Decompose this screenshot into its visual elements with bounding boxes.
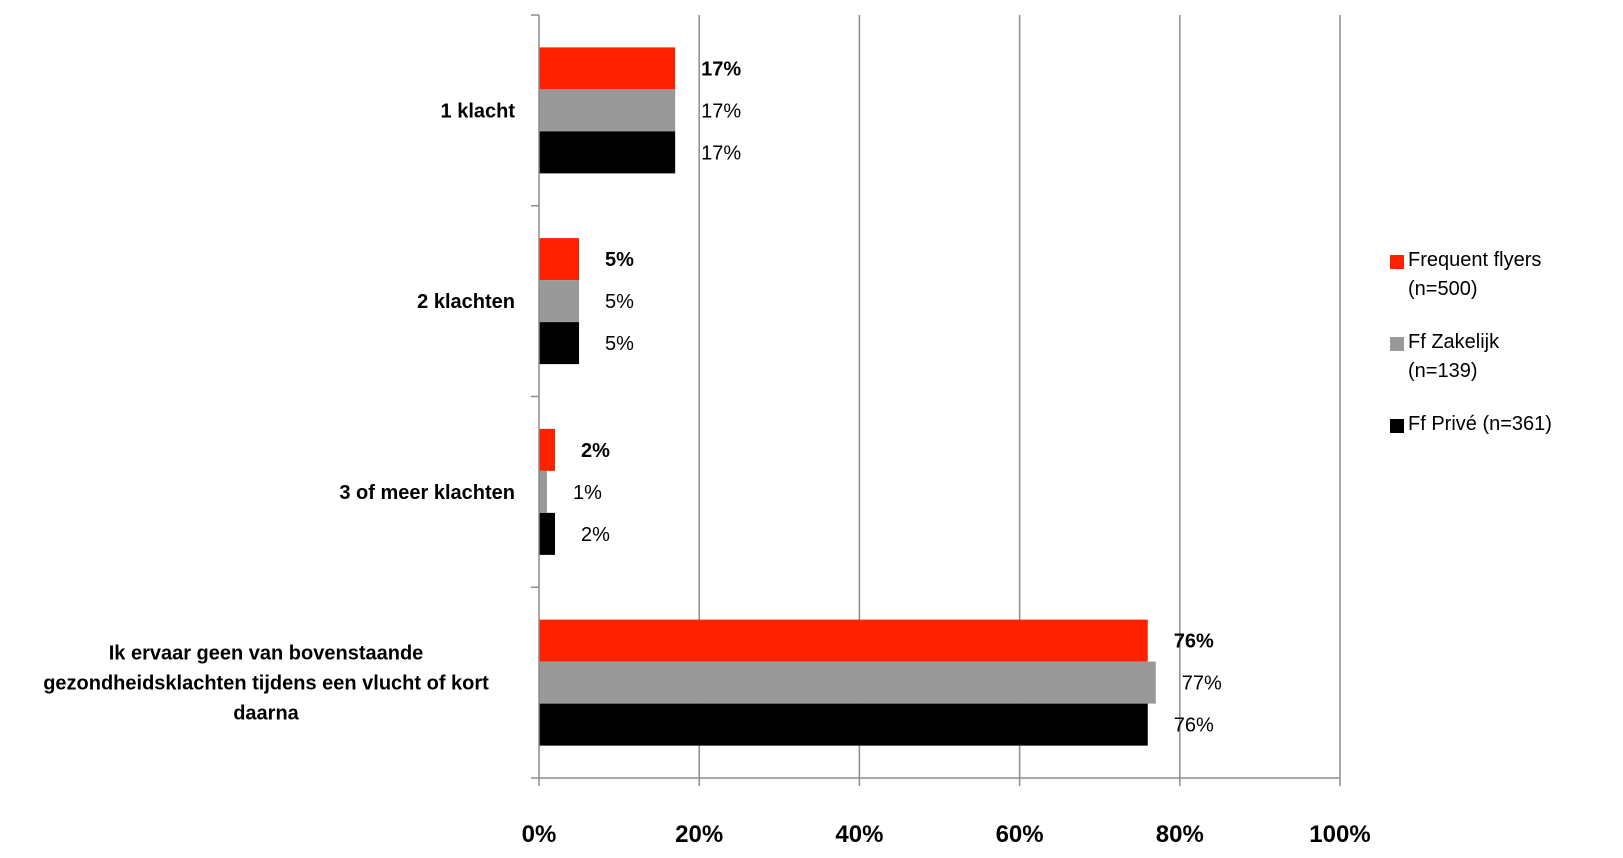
data-label: 77% [1182,673,1222,695]
value-labels: 17% 17% 17% 5% 5% 5% 2% 1% 2% 76% 77% 76% [573,58,1222,736]
data-label: 76% [1174,631,1214,653]
legend-item-ff-zakelijk: Ff Zakelijk (n=139) [1390,331,1615,386]
legend-label: Ff Privé (n=361) [1408,413,1552,435]
legend-swatch [1390,337,1404,351]
bar [539,619,1148,662]
bar [539,703,1148,746]
bar [539,322,580,365]
x-tick-label: 80% [1156,821,1204,848]
data-label: 1% [573,482,602,504]
x-tick-label: 40% [835,821,883,848]
bar [539,428,556,471]
category-label: 2 klachten [417,291,515,313]
bar [539,661,1156,704]
bar [539,512,556,555]
bar [539,131,676,174]
legend-swatch [1390,255,1404,269]
data-label: 5% [605,291,634,313]
data-label: 5% [605,333,634,355]
category-label: daarna [233,703,299,725]
legend-label: Frequent flyers (n=500) [1408,249,1542,300]
data-label: 17% [701,100,741,122]
category-label: gezondheidsklachten tijdens een vlucht o… [43,673,489,695]
x-tick-label: 20% [675,821,723,848]
data-label: 76% [1174,715,1214,737]
bar [539,470,548,513]
category-label: 3 of meer klachten [339,482,515,504]
legend-item-frequent-flyers: Frequent flyers (n=500) [1390,249,1615,304]
axes [531,14,1341,786]
data-label: 17% [701,58,741,80]
data-label: 2% [581,524,610,546]
data-label: 17% [701,142,741,164]
bar [539,280,580,323]
bar [539,238,580,281]
x-tick-labels: 0% 20% 40% 60% 80% 100% [522,821,1371,848]
category-label: Ik ervaar geen van bovenstaande [109,643,424,665]
category-labels: 1 klacht 2 klachten 3 of meer klachten Ik e… [43,100,515,724]
data-label: 2% [581,440,610,462]
x-tick-label: 60% [996,821,1044,848]
legend-swatch [1390,419,1404,433]
legend-item-ff-prive: Ff Privé (n=361) [1390,413,1615,439]
category-label: 1 klacht [441,100,516,122]
data-label: 5% [605,249,634,271]
x-tick-label: 0% [522,821,557,848]
legend-label: Ff Zakelijk (n=139) [1408,331,1500,382]
bar [539,89,676,132]
x-tick-label: 100% [1309,821,1370,848]
legend: Frequent flyers (n=500) Ff Zakelijk (n=1… [1390,249,1615,467]
bar [539,47,676,90]
bars [539,47,1156,746]
